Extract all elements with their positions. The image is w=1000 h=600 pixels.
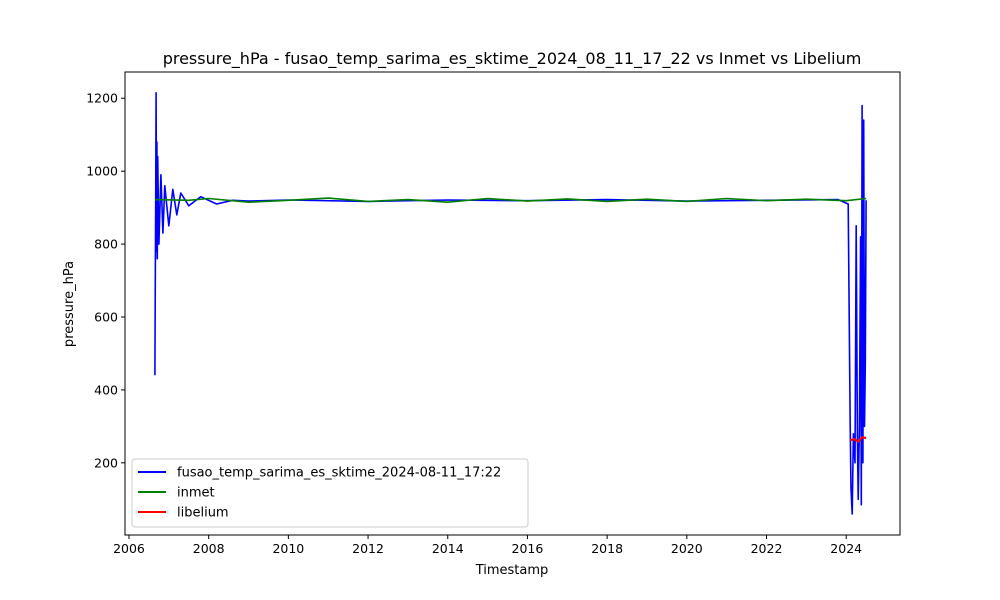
x-tick-label: 2012 xyxy=(352,541,384,556)
x-tick-label: 2024 xyxy=(830,541,862,556)
x-axis: 2006 2008 2010 2012 2014 2016 2018 2020 2022 2024 xyxy=(113,535,862,556)
x-tick-label: 2006 xyxy=(113,541,145,556)
series-layer xyxy=(154,92,867,515)
y-tick-label: 200 xyxy=(94,455,118,470)
x-tick-label: 2022 xyxy=(751,541,783,556)
x-tick-label: 2008 xyxy=(193,541,225,556)
plot-frame xyxy=(124,71,901,536)
y-tick-label: 1200 xyxy=(86,91,118,106)
legend: fusao_temp_sarima_es_sktime_2024-08-11_1… xyxy=(131,458,529,528)
y-tick-label: 400 xyxy=(94,382,118,397)
y-tick-label: 800 xyxy=(94,237,118,252)
y-tick-label: 600 xyxy=(94,309,118,324)
series-line-inmet xyxy=(154,197,867,203)
x-axis-label: Timestamp xyxy=(475,563,549,578)
series-line-fusao-temp-sarima-es-sktime-2024-08-11-17-22 xyxy=(154,92,867,515)
x-tick-label: 2016 xyxy=(512,541,544,556)
plot-area xyxy=(124,71,901,536)
x-tick-label: 2014 xyxy=(432,541,464,556)
y-axis-label: pressure_hPa xyxy=(62,261,77,347)
legend-frame xyxy=(131,458,529,528)
x-tick-label: 2018 xyxy=(591,541,623,556)
y-tick-label: 1000 xyxy=(86,164,118,179)
x-tick-label: 2010 xyxy=(272,541,304,556)
legend-entry: fusao_temp_sarima_es_sktime_2024-08-11_1… xyxy=(177,466,501,481)
y-axis: 200 400 600 800 1000 1200 xyxy=(86,91,125,470)
legend-entry: inmet xyxy=(177,486,215,501)
x-tick-label: 2020 xyxy=(671,541,703,556)
legend-entry: libelium xyxy=(177,506,229,521)
chart-title: pressure_hPa - fusao_temp_sarima_es_skti… xyxy=(163,49,862,69)
series-line-libelium xyxy=(849,436,867,443)
